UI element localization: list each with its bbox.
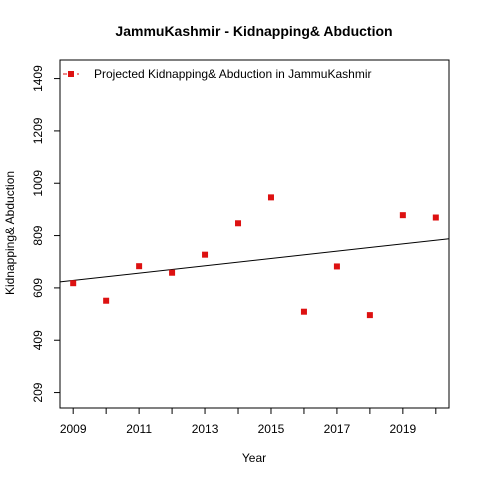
x-axis-label: Year	[242, 451, 266, 465]
data-point	[333, 263, 340, 270]
data-point	[300, 308, 307, 315]
x-tick-label: 2015	[258, 422, 285, 436]
trend-line	[59, 238, 450, 283]
data-point	[169, 269, 176, 276]
y-tick-label: 409	[31, 330, 45, 350]
x-tick-label: 2017	[324, 422, 351, 436]
data-point	[202, 251, 209, 258]
x-axis: 2009 2011 2013 2015 2017 2019	[60, 408, 437, 436]
y-tick-label: 1409	[31, 65, 45, 92]
y-tick-label: 609	[31, 278, 45, 298]
legend: Projected Kidnapping& Abduction in Jammu…	[63, 67, 372, 81]
y-tick-label: 809	[31, 225, 45, 245]
x-tick-label: 2009	[60, 422, 87, 436]
data-point	[70, 280, 77, 287]
data-points	[70, 194, 439, 319]
plot-frame	[59, 59, 450, 409]
legend-label: Projected Kidnapping& Abduction in Jammu…	[94, 67, 372, 81]
data-point	[432, 214, 439, 221]
y-axis-label: Kidnapping& Abduction	[3, 171, 17, 295]
data-point	[103, 297, 110, 304]
chart-title: JammuKashmir - Kidnapping& Abduction	[115, 23, 392, 39]
x-tick-label: 2019	[389, 422, 416, 436]
x-tick-label: 2011	[126, 422, 152, 436]
y-tick-label: 1209	[31, 117, 45, 144]
y-tick-label: 1009	[31, 170, 45, 197]
x-tick-label: 2013	[192, 422, 219, 436]
data-point	[366, 312, 373, 319]
data-point	[136, 263, 143, 270]
data-point	[267, 194, 274, 201]
y-axis: 209 409 609 809 1009 1209 1409	[31, 65, 60, 403]
y-tick-label: 209	[31, 382, 45, 402]
legend-marker	[68, 71, 74, 77]
data-point	[235, 220, 242, 227]
data-point	[399, 212, 406, 219]
